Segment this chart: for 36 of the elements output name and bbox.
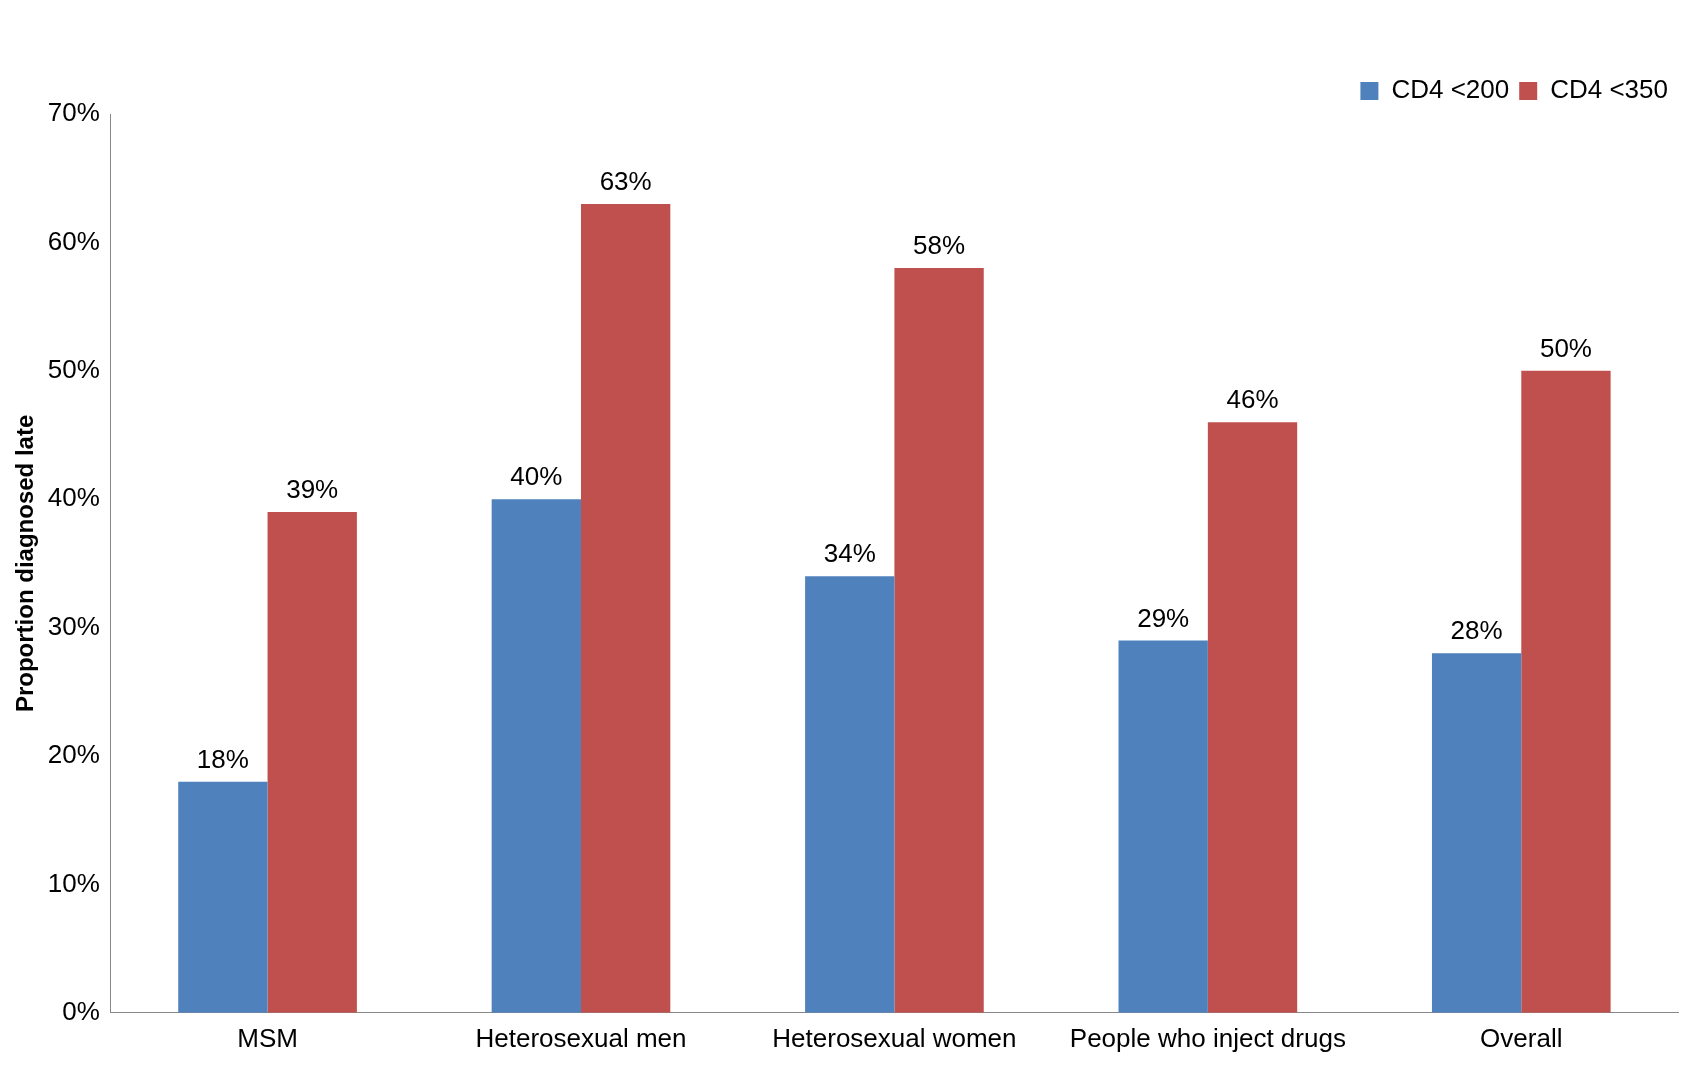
x-tick-label: People who inject drugs [1069, 1022, 1346, 1053]
y-tick-label: 50% [47, 353, 100, 384]
data-label: 50% [1539, 332, 1592, 363]
bar [894, 268, 984, 1013]
legend-label: CD4 <350 [1550, 74, 1669, 105]
bar [1118, 640, 1208, 1013]
bar [580, 203, 671, 1013]
y-tick-label: 40% [47, 482, 100, 513]
bar [1521, 370, 1611, 1013]
bar [1207, 422, 1298, 1013]
data-label: 34% [823, 538, 876, 569]
y-axis-title: Proportion diagnosed late [11, 414, 39, 713]
data-label: 46% [1226, 384, 1279, 415]
data-label: 28% [1450, 615, 1503, 646]
data-label: 63% [599, 166, 652, 197]
bar [1431, 653, 1522, 1013]
legend-label: CD4 <200 [1391, 74, 1510, 105]
y-tick-label: 20% [47, 739, 100, 770]
x-tick-label: Heterosexual men [475, 1022, 687, 1053]
data-label: 18% [196, 743, 249, 774]
data-label: 39% [286, 474, 339, 505]
x-tick-label: MSM [237, 1022, 298, 1053]
y-tick-label: 60% [47, 225, 100, 256]
x-tick-label: Heterosexual women [772, 1022, 1017, 1053]
data-label: 58% [913, 230, 966, 261]
bar [805, 576, 895, 1013]
y-tick-label: 30% [47, 610, 100, 641]
y-tick-label: 10% [47, 867, 100, 898]
data-label: 29% [1137, 602, 1190, 633]
y-tick-label: 70% [47, 97, 100, 128]
bar [491, 499, 581, 1013]
bar [178, 781, 268, 1013]
bar [267, 512, 357, 1013]
y-tick-label: 0% [62, 995, 100, 1026]
data-label: 40% [510, 461, 563, 492]
x-tick-label: Overall [1480, 1022, 1563, 1053]
